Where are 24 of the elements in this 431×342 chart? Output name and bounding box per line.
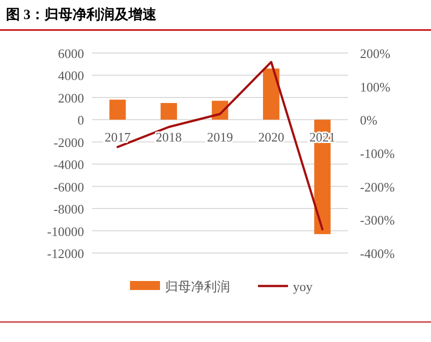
y-tick-label: -12000: [47, 246, 84, 261]
x-tick-label: 2020: [258, 130, 284, 145]
legend-label: 归母净利润: [165, 279, 230, 294]
y-tick-label: -8000: [54, 202, 84, 217]
y-tick-label: 2000: [58, 90, 84, 106]
y-tick-label: 0: [78, 112, 84, 128]
y-tick-label: 6000: [58, 46, 84, 61]
x-tick-label: 2018: [156, 130, 182, 145]
y2-tick-label: -300%: [360, 212, 395, 228]
chart-title: 图 3：归母净利润及增速: [6, 6, 158, 23]
x-tick-label: 2017: [104, 130, 132, 145]
y-tick-label: -4000: [54, 157, 84, 172]
y2-tick-label: 100%: [360, 79, 390, 94]
x-tick-label: 2019: [207, 130, 233, 145]
y2-tick-label: -200%: [360, 179, 395, 194]
y2-tick-label: 200%: [360, 46, 390, 61]
y2-tick-label: 0%: [360, 112, 378, 128]
y-tick-label: -6000: [54, 179, 84, 194]
legend-label: yoy: [293, 279, 313, 294]
y2-tick-label: -400%: [360, 246, 395, 261]
y-tick-label: 4000: [58, 68, 84, 84]
y-tick-label: -10000: [47, 224, 84, 239]
y-tick-label: -2000: [54, 134, 84, 150]
y2-tick-label: -100%: [360, 146, 395, 161]
